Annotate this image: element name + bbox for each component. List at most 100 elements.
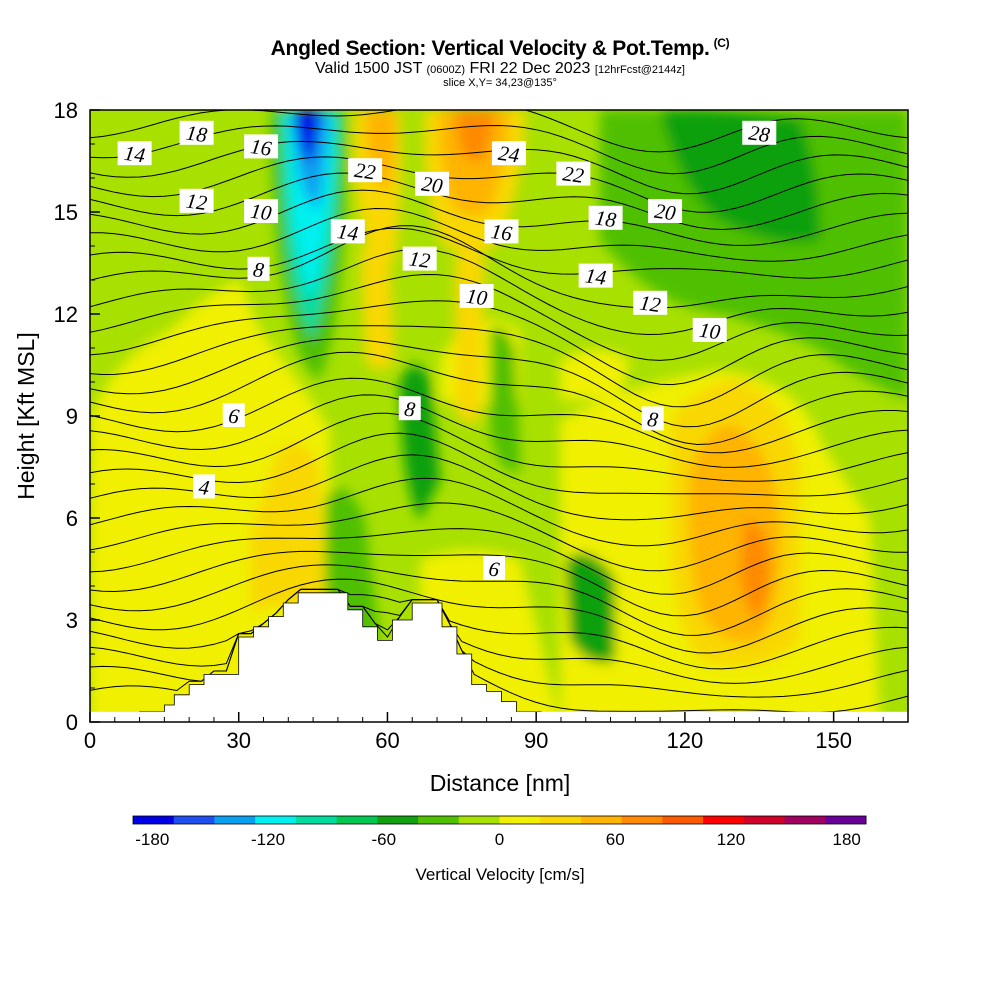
contour-label-box xyxy=(484,219,519,244)
y-tick-label: 12 xyxy=(54,302,78,327)
theta-contour-line xyxy=(90,207,908,262)
contour-label-box xyxy=(247,256,270,281)
colorbar-swatch xyxy=(336,816,378,824)
colorbar: -180 -120 -60 0 60 120 180 xyxy=(132,815,867,849)
contour-label-box xyxy=(244,199,279,223)
theta-contour-line xyxy=(90,394,908,468)
contour-label-box xyxy=(179,120,214,145)
contour-label: 22 xyxy=(561,161,586,188)
theta-contour-line xyxy=(90,564,908,636)
theta-contour-line xyxy=(90,156,908,213)
theta-contour-line xyxy=(90,588,908,670)
theta-contour-line xyxy=(90,432,908,497)
colorbar-frame xyxy=(132,815,867,825)
contour-label: 18 xyxy=(185,120,210,147)
valid-time: Valid 1500 JST xyxy=(315,60,423,77)
theta-contour-line xyxy=(90,588,908,684)
colorbar-swatch xyxy=(255,816,297,824)
updraft-region xyxy=(740,520,770,620)
colorbar-tick-label: 0 xyxy=(495,830,504,849)
colorbar-swatch xyxy=(295,816,338,824)
y-tick-label: 0 xyxy=(66,710,78,735)
x-tick-label: 150 xyxy=(815,728,852,753)
downdraft-region xyxy=(490,327,520,472)
x-axis: 0 30 60 90 120 150 xyxy=(84,712,884,753)
contour-label-box xyxy=(742,120,777,145)
contour-label: 12 xyxy=(408,246,433,273)
colorbar-swatch xyxy=(580,816,623,824)
terrain-mountain xyxy=(90,592,542,723)
colorbar-tick-label: 180 xyxy=(833,830,861,849)
downdraft-region xyxy=(565,553,615,663)
theta-contour-line xyxy=(90,338,908,428)
slice-info: slice X,Y= 34,23@135° xyxy=(443,77,557,89)
y-tick-label: 18 xyxy=(54,98,78,123)
theta-contour-line xyxy=(90,454,908,521)
theta-contour-line xyxy=(90,300,908,386)
theta-contour-line xyxy=(90,172,908,231)
contour-label-box xyxy=(588,205,623,230)
colorbar-tick-label: 120 xyxy=(717,830,745,849)
utc-time: (0600Z) xyxy=(426,64,466,76)
contour-label-box xyxy=(415,171,450,196)
contour-label: 22 xyxy=(353,158,378,185)
colorbar-swatch xyxy=(703,816,745,824)
x-tick-label: 0 xyxy=(84,728,96,753)
colorbar-swatch xyxy=(499,816,541,824)
colorbar-swatch xyxy=(621,816,663,824)
theta-contour-line xyxy=(90,248,908,336)
colorbar-swatch xyxy=(377,816,419,824)
y-tick-label: 15 xyxy=(54,200,78,225)
contour-label-box xyxy=(348,158,383,183)
contour-label: 28 xyxy=(747,120,772,147)
contour-label: 12 xyxy=(638,290,663,317)
contour-label-box xyxy=(578,263,613,288)
contour-label-box xyxy=(117,141,152,166)
contour-label-box xyxy=(648,199,683,223)
updraft-region xyxy=(250,443,325,610)
contour-label-box xyxy=(692,318,727,342)
downdraft-region xyxy=(295,110,320,165)
colorbar-title: Vertical Velocity [cm/s] xyxy=(415,865,584,884)
contour-label: 8 xyxy=(646,407,660,432)
theta-contour-line xyxy=(90,227,908,279)
contour-label: 8 xyxy=(403,397,417,422)
x-tick-label: 90 xyxy=(524,728,548,753)
theta-contour-line xyxy=(90,325,908,408)
updraft-region xyxy=(439,110,510,216)
theta-contour-line xyxy=(90,351,908,446)
colorbar-swatch xyxy=(825,816,867,824)
x-tick-label: 30 xyxy=(226,728,250,753)
updraft-region xyxy=(90,280,330,722)
theta-contour-line xyxy=(90,477,908,547)
contour-label-box xyxy=(330,219,365,244)
contour-label: 4 xyxy=(197,475,211,500)
forecast-info: [12hrFcst@2144z] xyxy=(594,64,685,76)
contour-label-box xyxy=(222,403,245,427)
contour-label-box xyxy=(556,161,591,186)
contour-label: 14 xyxy=(123,141,148,168)
updraft-region xyxy=(360,246,395,370)
contour-label: 20 xyxy=(420,171,445,198)
contour-label: 10 xyxy=(465,284,490,311)
theta-contour-line xyxy=(90,528,908,595)
downdraft-region xyxy=(660,110,820,243)
x-tick-label: 60 xyxy=(375,728,399,753)
contour-label-box xyxy=(641,406,664,431)
theta-contour-line xyxy=(90,412,908,482)
y-tick-label: 6 xyxy=(66,506,78,531)
contour-label: 8 xyxy=(252,257,266,282)
contour-label-group: 14 18 16 22 24 22 28 12 10 20 14 16 18 20 8 12 14 10 12 10 6… xyxy=(117,120,777,582)
y-axis: 0 3 6 9 12 15 18 xyxy=(54,98,100,735)
colorbar-swatch xyxy=(743,816,786,824)
colorbar-swatch xyxy=(214,816,256,824)
terrain-ground xyxy=(90,711,908,722)
colorbar-swatch xyxy=(418,816,460,824)
colorbar-swatch xyxy=(133,816,175,824)
colorbar-tick-label: -60 xyxy=(371,830,396,849)
contour-label: 14 xyxy=(584,263,609,290)
x-axis-title: Distance [nm] xyxy=(430,770,571,796)
chart-title: Angled Section: Vertical Velocity & Pot.… xyxy=(0,36,1000,61)
theta-contour-line xyxy=(90,502,908,572)
contour-label: 10 xyxy=(249,199,274,226)
